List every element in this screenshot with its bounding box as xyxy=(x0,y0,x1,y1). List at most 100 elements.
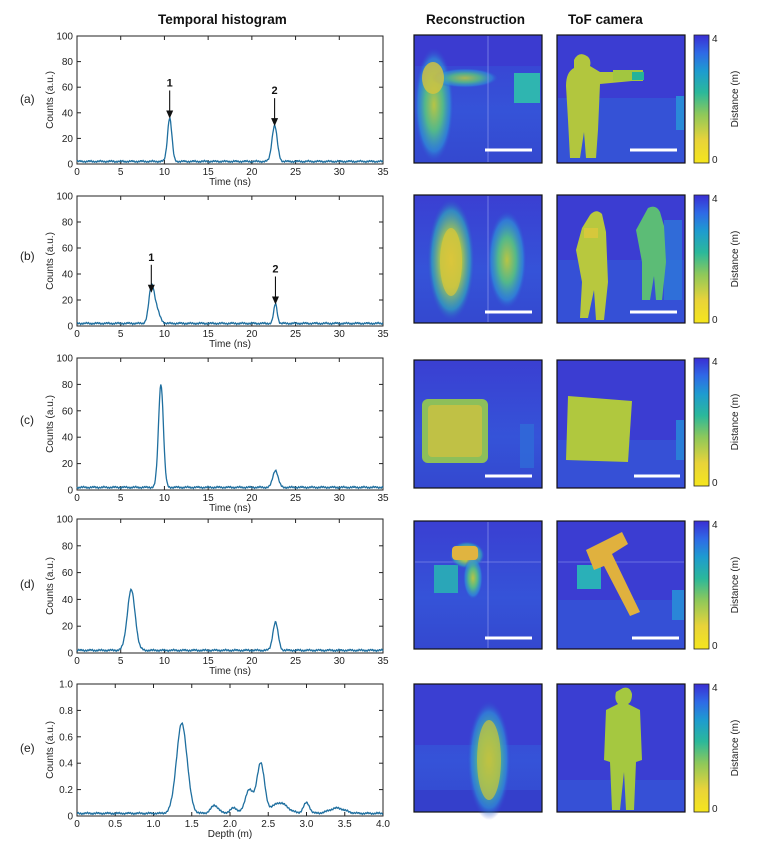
colorbar-gradient xyxy=(693,520,710,650)
y-tick-label: 0 xyxy=(67,486,73,497)
colorbar-label: Distance (m) xyxy=(730,720,741,777)
annotation-label: 1 xyxy=(148,252,154,264)
x-tick-label: 10 xyxy=(159,329,171,340)
colorbar-3: 4 0 Distance (m) xyxy=(693,520,741,652)
plot-frame xyxy=(76,357,384,491)
colorbar-max-label: 4 xyxy=(712,194,718,205)
y-tick-label: 20 xyxy=(62,459,74,470)
x-tick-label: 0.5 xyxy=(108,819,122,830)
plot-frame xyxy=(76,518,384,654)
colorbar-min-label: 0 xyxy=(712,804,718,815)
annotation-label: 2 xyxy=(272,264,278,276)
plot-frame xyxy=(76,683,384,817)
y-tick-label: 20 xyxy=(62,134,74,145)
y-tick-label: 80 xyxy=(62,218,74,229)
y-axis-label: Counts (a.u.) xyxy=(45,395,56,453)
y-tick-label: 100 xyxy=(56,192,73,203)
colorbar-max-label: 4 xyxy=(712,357,718,368)
colorbar-gradient xyxy=(693,357,710,487)
colorbars: 4 0 Distance (m) 4 0 Distance (m) 4 0 Distance (… xyxy=(693,34,741,815)
y-tick-label: 0.8 xyxy=(59,706,73,717)
x-tick-label: 15 xyxy=(203,329,215,340)
panel-label: (d) xyxy=(20,577,35,591)
x-tick-label: 4.0 xyxy=(376,819,390,830)
panel-label: (e) xyxy=(20,741,35,755)
x-tick-label: 30 xyxy=(334,493,346,504)
colorbar-1: 4 0 Distance (m) xyxy=(693,194,741,326)
x-tick-label: 5 xyxy=(118,493,124,504)
x-tick-label: 0 xyxy=(74,656,80,667)
y-tick-label: 40 xyxy=(62,433,74,444)
x-tick-label: 35 xyxy=(377,493,389,504)
y-tick-label: 0 xyxy=(67,649,73,660)
annotation-arrow-head xyxy=(271,296,279,305)
y-tick-label: 80 xyxy=(62,380,74,391)
y-tick-label: 0 xyxy=(67,160,73,171)
y-tick-label: 60 xyxy=(62,406,74,417)
x-tick-label: 20 xyxy=(246,167,258,178)
y-tick-label: 100 xyxy=(56,515,73,526)
annotation-arrow-head xyxy=(166,110,174,119)
data-series-line xyxy=(76,116,384,164)
x-tick-label: 35 xyxy=(377,329,389,340)
y-tick-label: 0.4 xyxy=(59,759,73,770)
data-series-line xyxy=(76,721,384,816)
x-tick-label: 30 xyxy=(334,656,346,667)
colorbar-0: 4 0 Distance (m) xyxy=(693,34,741,166)
y-tick-label: 80 xyxy=(62,541,74,552)
y-tick-label: 20 xyxy=(62,296,74,307)
y-tick-label: 40 xyxy=(62,108,74,119)
reconstruction-image-b xyxy=(413,194,543,324)
y-tick-label: 40 xyxy=(62,270,74,281)
x-tick-label: 15 xyxy=(203,656,215,667)
reconstruction-image-c xyxy=(413,359,543,489)
colorbar-2: 4 0 Distance (m) xyxy=(693,357,741,489)
x-tick-label: 25 xyxy=(290,493,302,504)
x-tick-label: 35 xyxy=(377,656,389,667)
y-tick-label: 40 xyxy=(62,595,74,606)
colorbar-min-label: 0 xyxy=(712,155,718,166)
x-tick-label: 2.5 xyxy=(261,819,275,830)
colorbar-label: Distance (m) xyxy=(730,71,741,128)
y-tick-label: 100 xyxy=(56,354,73,365)
colorbar-max-label: 4 xyxy=(712,34,718,45)
x-tick-label: 15 xyxy=(203,493,215,504)
x-tick-label: 35 xyxy=(377,167,389,178)
x-tick-label: 30 xyxy=(334,167,346,178)
chart-panel-4: 0 0.5 1.0 1.5 2.0 2.5 3.0 3.5 4.0 0 0.2 0.4 0.6 0.8 1.… xyxy=(20,680,390,841)
x-tick-label: 20 xyxy=(246,656,258,667)
x-tick-label: 25 xyxy=(290,167,302,178)
x-tick-label: 5 xyxy=(118,167,124,178)
plot-frame xyxy=(76,35,384,165)
reconstruction-image-a xyxy=(413,34,543,164)
tof-image-e xyxy=(556,683,686,813)
x-tick-label: 20 xyxy=(246,493,258,504)
y-tick-label: 0 xyxy=(67,812,73,823)
histogram-column-header: Temporal histogram xyxy=(158,12,287,27)
colorbar-max-label: 4 xyxy=(712,520,718,531)
x-tick-label: 15 xyxy=(203,167,215,178)
colorbar-min-label: 0 xyxy=(712,315,718,326)
x-tick-label: 30 xyxy=(334,329,346,340)
chart-panel-1: 0 5 10 15 20 25 30 35 0 20 40 60 80 100 Time (ns) Count… xyxy=(20,192,389,351)
panel-label: (a) xyxy=(20,92,35,106)
tof-image-a xyxy=(556,34,686,164)
x-axis-label: Time (ns) xyxy=(209,503,251,514)
x-tick-label: 5 xyxy=(118,329,124,340)
x-tick-label: 5 xyxy=(118,656,124,667)
y-tick-label: 0 xyxy=(67,322,73,333)
colorbar-min-label: 0 xyxy=(712,478,718,489)
y-tick-label: 60 xyxy=(62,244,74,255)
y-tick-label: 0.2 xyxy=(59,785,73,796)
panel-label: (b) xyxy=(20,249,35,263)
annotation-label: 2 xyxy=(272,85,278,97)
x-tick-label: 0 xyxy=(74,819,80,830)
x-tick-label: 0 xyxy=(74,493,80,504)
colorbar-max-label: 4 xyxy=(712,683,718,694)
panel-label: (c) xyxy=(20,413,34,427)
y-tick-label: 100 xyxy=(56,32,73,43)
y-axis-label: Counts (a.u.) xyxy=(45,71,56,129)
y-axis-label: Counts (a.u.) xyxy=(45,557,56,615)
